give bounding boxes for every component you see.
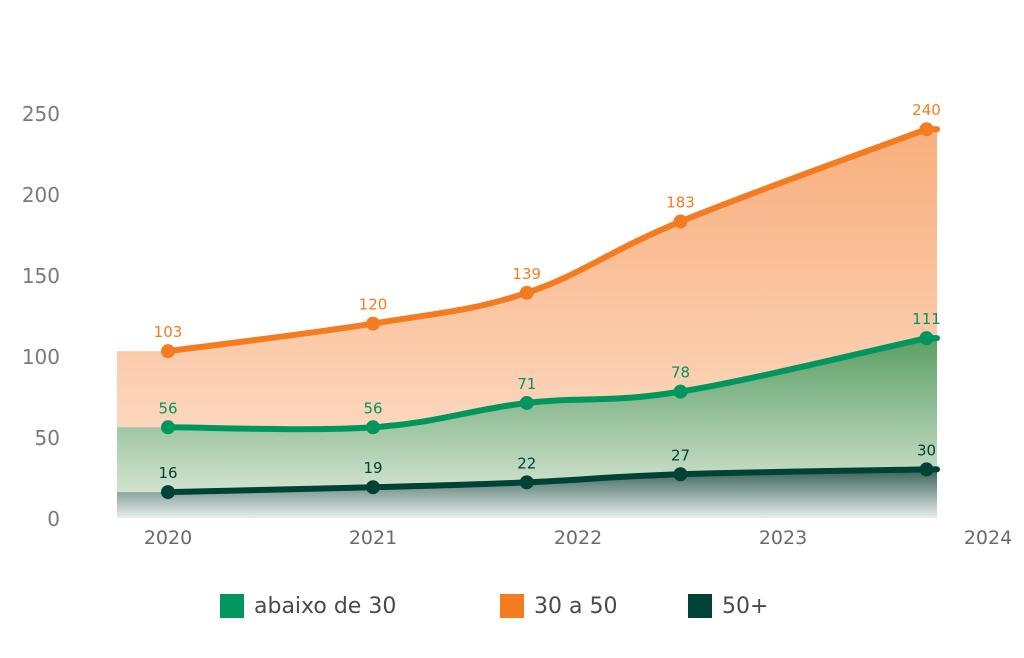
point-50-plus-2022 [519,475,534,490]
x-tick-label-2023: 2023 [759,527,807,549]
value-label-50-plus-2023: 27 [671,446,690,464]
point-abaixo-de-30-2020 [161,420,175,435]
point-30-a-50-2022 [519,285,534,300]
value-label-50-plus-2024: 30 [917,441,936,459]
point-30-a-50-2024 [919,122,934,137]
value-label-abaixo-de-30-2022: 71 [517,375,536,393]
y-tick-label-150: 150 [22,264,60,288]
value-label-abaixo-de-30-2021: 56 [363,399,382,417]
value-label-30-a-50-2022: 139 [512,265,541,283]
legend-item-30-a-50: 30 a 50 [500,591,617,621]
point-50-plus-2021 [366,480,380,495]
point-abaixo-de-30-2022 [519,395,534,410]
value-label-abaixo-de-30-2020: 56 [158,399,177,417]
y-tick-label-250: 250 [22,102,60,126]
value-label-50-plus-2021: 19 [363,459,382,477]
legend-swatch-30-a-50 [500,594,524,618]
legend-swatch-50-plus [688,594,712,618]
x-tick-label-2020: 2020 [144,527,192,549]
area-50-plus [117,469,937,518]
value-label-30-a-50-2024: 240 [912,101,941,119]
legend-label-30-a-50: 30 a 50 [534,593,618,619]
y-tick-label-200: 200 [22,183,60,207]
value-label-50-plus-2022: 22 [517,454,536,472]
y-tick-label-50: 50 [35,426,60,450]
point-50-plus-2024 [919,462,934,477]
area-chart: 103 120 139 183 240 56 56 71 78 111 16 19 22 27 30 0 50… [22,101,1012,549]
y-tick-label-100: 100 [22,345,60,369]
value-label-30-a-50-2020: 103 [154,323,183,341]
point-30-a-50-2023 [673,214,688,229]
value-label-50-plus-2020: 16 [158,464,177,482]
line-30-a-50 [165,126,940,355]
x-tick-label-2024: 2024 [964,527,1012,549]
point-50-plus-2020 [161,485,175,500]
point-abaixo-de-30-2023 [673,384,688,399]
x-tick-label-2021: 2021 [349,527,397,549]
point-abaixo-de-30-2024 [919,331,934,346]
y-tick-label-0: 0 [47,507,60,531]
point-50-plus-2023 [673,467,688,482]
x-tick-label-2022: 2022 [554,527,602,549]
value-label-abaixo-de-30-2024: 111 [912,310,941,328]
point-30-a-50-2020 [161,344,175,359]
legend-item-50-plus: 50+ [688,591,768,621]
value-label-30-a-50-2023: 183 [666,194,695,212]
legend-swatch-abaixo-de-30 [220,594,244,618]
point-abaixo-de-30-2021 [366,420,380,435]
value-label-30-a-50-2021: 120 [359,296,388,314]
value-label-abaixo-de-30-2023: 78 [671,364,690,382]
legend-item-abaixo-de-30: abaixo de 30 [220,591,396,621]
legend-label-abaixo-de-30: abaixo de 30 [254,593,397,619]
point-30-a-50-2021 [366,316,380,331]
legend-label-50-plus: 50+ [722,593,769,619]
